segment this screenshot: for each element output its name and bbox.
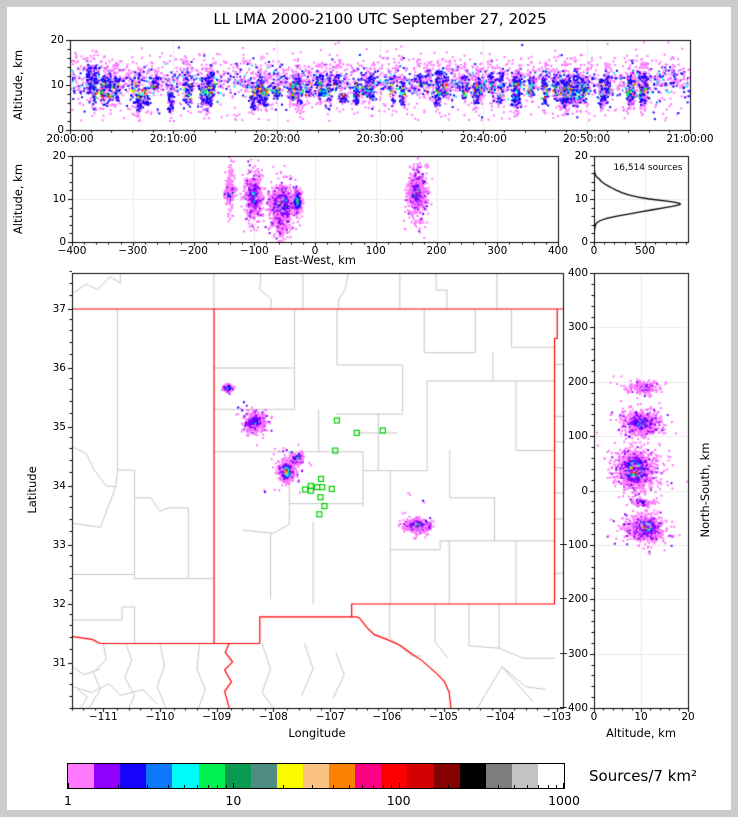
colorbar-segment-13 — [381, 764, 408, 788]
colorbar-tick — [563, 783, 564, 788]
colorbar-tick — [217, 784, 218, 788]
colorbar-segment-11 — [329, 764, 356, 788]
colorbar-label: Sources/7 km² — [589, 767, 698, 785]
colorbar-segment-9 — [276, 764, 303, 788]
colorbar-tick — [556, 784, 557, 788]
colorbar-segment-7 — [224, 764, 251, 788]
sources-annotation: 16,514 sources — [613, 163, 683, 173]
colorbar-segment-1 — [68, 764, 95, 788]
map-ylabel: Latitude — [25, 466, 39, 514]
colorbar-segment-10 — [302, 764, 330, 788]
colorbar-tick — [68, 783, 69, 788]
ew-panel-xlabel: East-West, km — [274, 253, 356, 267]
ns-panel-right-label: North-South, km — [698, 442, 712, 538]
colorbar-tick — [283, 784, 284, 788]
colorbar-segment-5 — [172, 764, 199, 788]
colorbar-segment-15 — [433, 764, 460, 788]
colorbar-segment-18 — [511, 764, 538, 788]
colorbar-tick — [399, 783, 400, 788]
colorbar-tick — [118, 784, 119, 788]
colorbar-tick — [391, 784, 392, 788]
colorbar-tick — [362, 784, 363, 788]
colorbar-tick — [448, 784, 449, 788]
colorbar-tick — [548, 784, 549, 788]
colorbar-segment-12 — [355, 764, 382, 788]
colorbar-tick — [208, 784, 209, 788]
colorbar-tick — [147, 784, 148, 788]
colorbar-segment-2 — [94, 764, 121, 788]
colorbar-segment-17 — [485, 764, 512, 788]
colorbar-tick — [226, 784, 227, 788]
colorbar-tick — [383, 784, 384, 788]
colorbar-tick — [478, 784, 479, 788]
colorbar-tick — [514, 784, 515, 788]
colorbar-tick — [538, 784, 539, 788]
colorbar-tick — [498, 784, 499, 788]
colorbar-tick — [168, 784, 169, 788]
figure-title: LL LMA 2000-2100 UTC September 27, 2025 — [213, 10, 547, 28]
colorbar-tick — [233, 783, 234, 788]
ew-panel-ylabel: Altitude, km — [11, 163, 25, 235]
colorbar-tick — [197, 784, 198, 788]
colorbar-tick — [527, 784, 528, 788]
colorbar-segment-3 — [120, 764, 147, 788]
colorbar-segment-14 — [407, 764, 434, 788]
colorbar-tick — [349, 784, 350, 788]
colorbar-tick — [333, 784, 334, 788]
colorbar-segment-16 — [459, 764, 486, 788]
colorbar-segment-8 — [250, 764, 277, 788]
colorbar-segment-19 — [537, 764, 565, 788]
colorbar-tick — [312, 784, 313, 788]
colorbar-tick — [184, 784, 185, 788]
colorbar-segment-4 — [146, 764, 173, 788]
map-xlabel: Longitude — [288, 726, 346, 740]
colorbar-segment-6 — [198, 764, 225, 788]
ns-panel-xlabel: Altitude, km — [605, 726, 677, 740]
colorbar — [67, 763, 565, 789]
colorbar-tick — [373, 784, 374, 788]
